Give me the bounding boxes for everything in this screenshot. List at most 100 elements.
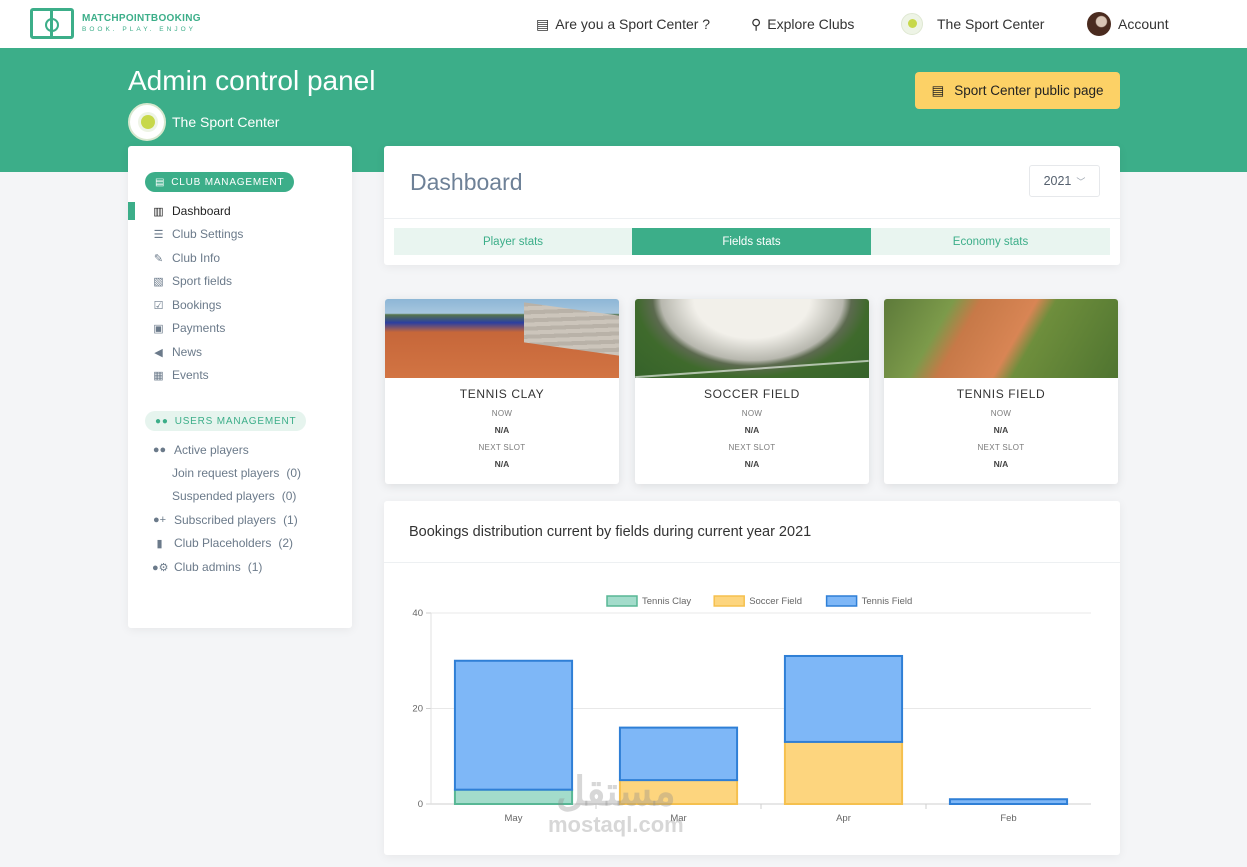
chart-title: Bookings distribution current by fields …	[409, 524, 812, 540]
legend-label: Soccer Field	[749, 596, 802, 607]
bookmark-icon: ▮	[156, 537, 163, 550]
bar-tennis-field	[618, 726, 739, 782]
tab-fields-stats[interactable]: Fields stats	[632, 228, 871, 255]
bar-tennis-field	[783, 654, 904, 743]
avatar	[1087, 12, 1111, 36]
bar-soccer-field	[783, 740, 904, 806]
x-tick-label: Apr	[836, 813, 851, 824]
nav-account-link[interactable]: Account	[1087, 0, 1169, 48]
sidebar-item-club-settings[interactable]: ☰ Club Settings	[153, 227, 244, 241]
y-tick-label: 20	[412, 704, 423, 715]
club-logo-icon	[901, 13, 923, 35]
watermark: مستقل mostaql.com	[548, 772, 684, 836]
sidebar-item-news[interactable]: ◀ News	[152, 345, 202, 359]
admins-count: (1)	[247, 560, 263, 574]
tab-player-stats[interactable]: Player stats	[394, 228, 632, 255]
store-icon: ▤	[155, 176, 166, 188]
calendar-icon: ▦	[153, 369, 164, 382]
store-icon: ▤	[931, 82, 945, 98]
sidebar-item-active-players[interactable]: ●● Active players	[152, 443, 249, 457]
bookings-chart: 0 20 40 May Mar Apr Feb Tennis Clay Soccer Field…	[412, 595, 1091, 824]
tab-economy-stats[interactable]: Economy stats	[871, 228, 1110, 255]
field-name: TENNIS CLAY	[459, 387, 545, 401]
search-icon: ⚲	[751, 15, 762, 32]
next-slot-value: N/A	[494, 459, 510, 469]
y-tick-label: 0	[418, 799, 423, 810]
user-cog-icon: ●⚙	[152, 561, 169, 574]
chart-icon: ▥	[153, 205, 164, 218]
year-select[interactable]: 2021 ﹀	[1029, 165, 1100, 197]
legend-swatch	[713, 595, 745, 607]
dashboard-card: Dashboard 2021 ﹀ Player stats Fields sta…	[384, 146, 1120, 265]
money-icon: ▣	[153, 322, 164, 335]
bar-tennis-field	[453, 659, 574, 791]
nav-explore-label: Explore Clubs	[767, 16, 855, 32]
sidebar-item-club-placeholders[interactable]: ▮ Club Placeholders (2)	[152, 536, 293, 550]
nav-club-label: The Sport Center	[937, 16, 1045, 32]
calendar-check-icon: ☑	[153, 299, 164, 312]
sidebar-item-join-requests[interactable]: Join request players (0)	[172, 466, 302, 480]
chevron-down-icon: ﹀	[1076, 176, 1086, 187]
next-slot-label: NEXT SLOT	[977, 443, 1025, 452]
sidebar-item-subscribed-players[interactable]: ●+ Subscribed players (1)	[152, 513, 298, 527]
store-icon: ▤	[536, 15, 550, 32]
field-name: SOCCER FIELD	[704, 387, 800, 401]
users-management-heading: ●● USERS MANAGEMENT	[145, 411, 307, 431]
y-tick-label: 40	[412, 608, 423, 619]
now-value: N/A	[494, 425, 510, 435]
field-photo	[385, 299, 619, 378]
megaphone-icon: ◀	[154, 346, 163, 359]
year-value: 2021	[1043, 174, 1072, 188]
nav-club-link[interactable]: The Sport Center	[901, 0, 1044, 48]
edit-icon: ✎	[153, 252, 164, 265]
join-requests-count: (0)	[286, 466, 302, 480]
field-card-soccer-field[interactable]: SOCCER FIELD NOW N/A NEXT SLOT N/A	[635, 299, 869, 484]
page-title: Admin control panel	[128, 65, 376, 96]
next-slot-value: N/A	[744, 459, 760, 469]
field-name: TENNIS FIELD	[956, 387, 1046, 401]
users-icon: ●●	[155, 415, 169, 427]
club-logo-icon	[128, 103, 166, 141]
legend-swatch	[606, 595, 638, 607]
nav-explore-link[interactable]: ⚲ Explore Clubs	[751, 0, 854, 48]
field-photo	[884, 299, 1118, 378]
logo-icon	[30, 8, 74, 39]
placeholders-count: (2)	[278, 536, 294, 550]
header-club: The Sport Center	[128, 103, 279, 141]
watermark-arabic: مستقل	[555, 770, 676, 814]
nav-account-label: Account	[1118, 16, 1169, 32]
now-label: NOW	[491, 409, 513, 418]
public-page-label: Sport Center public page	[954, 83, 1104, 98]
users-icon: ●●	[152, 444, 167, 456]
sidebar-item-suspended-players[interactable]: Suspended players (0)	[172, 489, 297, 503]
watermark-latin: mostaql.com	[548, 812, 684, 837]
next-slot-label: NEXT SLOT	[478, 443, 526, 452]
field-photo	[635, 299, 869, 378]
brand-logo[interactable]: MATCHPOINTBOOKING BOOK. PLAY. ENJOY	[30, 8, 201, 39]
sidebar-item-bookings[interactable]: ☑ Bookings	[153, 298, 222, 312]
divider	[384, 218, 1120, 219]
sidebar-item-club-info[interactable]: ✎ Club Info	[153, 251, 221, 265]
sidebar-item-events[interactable]: ▦ Events	[153, 368, 209, 382]
sidebar-item-dashboard[interactable]: ▥ Dashboard	[153, 204, 231, 218]
sidebar-item-payments[interactable]: ▣ Payments	[153, 321, 226, 335]
public-page-button[interactable]: ▤ Sport Center public page	[915, 72, 1120, 109]
nav-sport-center-link[interactable]: ▤ Are you a Sport Center ?	[536, 0, 710, 48]
bar-tennis-field	[948, 798, 1069, 806]
legend-swatch	[825, 595, 858, 607]
now-label: NOW	[990, 409, 1012, 418]
x-tick-label: Feb	[1000, 813, 1016, 824]
sidebar-item-sport-fields[interactable]: ▧ Sport fields	[153, 274, 233, 288]
legend-label: Tennis Field	[862, 596, 913, 607]
user-plus-icon: ●+	[152, 514, 167, 526]
top-navbar: MATCHPOINTBOOKING BOOK. PLAY. ENJOY ▤ Ar…	[0, 0, 1247, 48]
next-slot-label: NEXT SLOT	[728, 443, 776, 452]
divider	[384, 562, 1120, 563]
now-value: N/A	[744, 425, 760, 435]
sliders-icon: ☰	[153, 228, 164, 241]
field-card-tennis-field[interactable]: TENNIS FIELD NOW N/A NEXT SLOT N/A	[884, 299, 1118, 484]
x-tick-label: Mar	[670, 813, 686, 824]
sidebar-item-club-admins[interactable]: ●⚙ Club admins (1)	[152, 560, 263, 574]
now-label: NOW	[741, 409, 763, 418]
field-card-tennis-clay[interactable]: TENNIS CLAY NOW N/A NEXT SLOT N/A	[385, 299, 619, 484]
